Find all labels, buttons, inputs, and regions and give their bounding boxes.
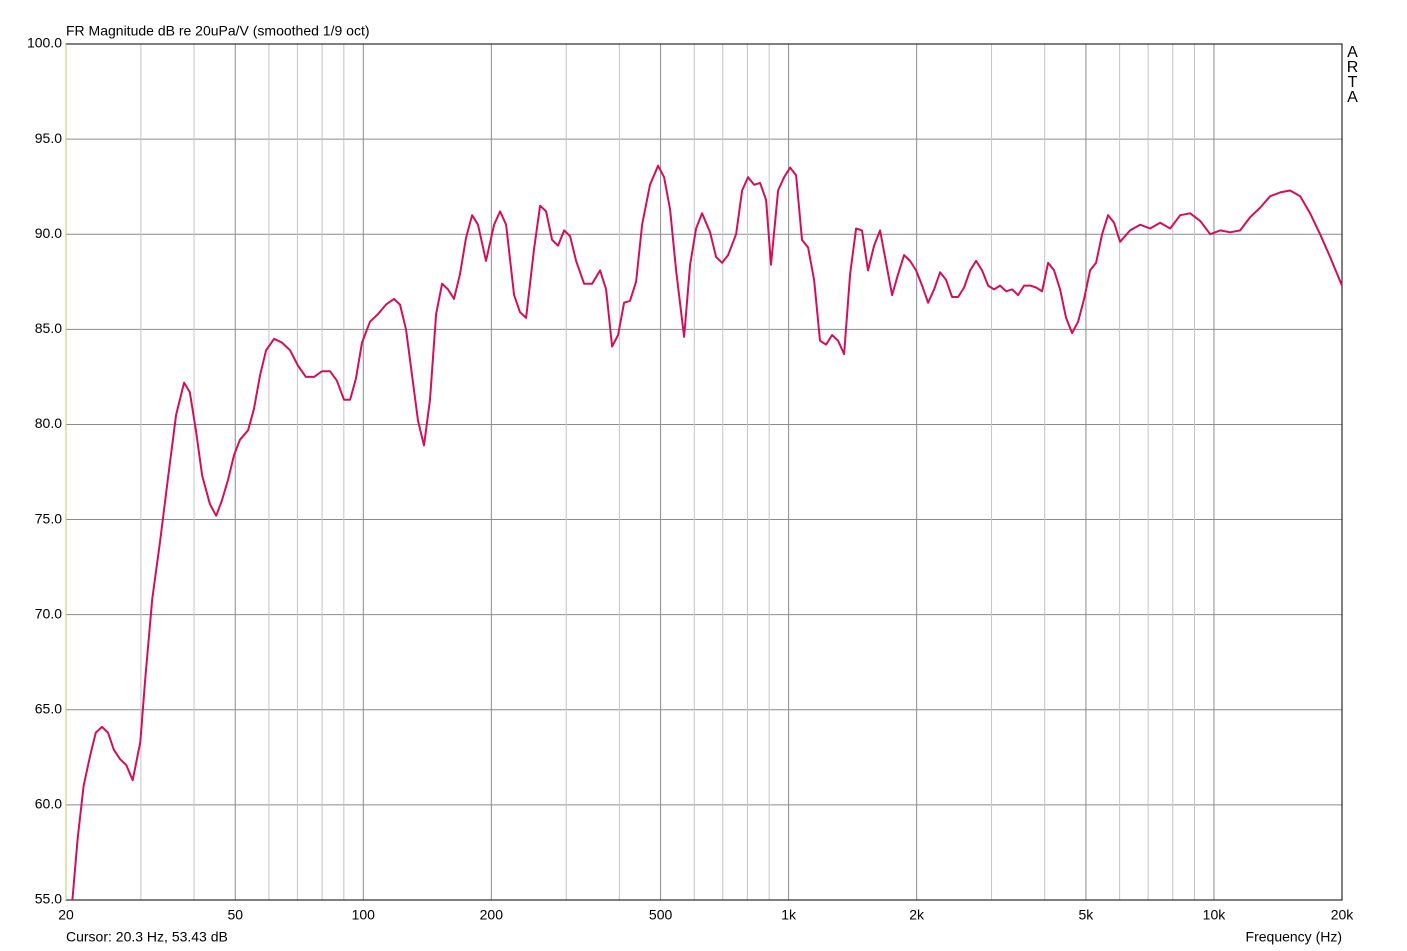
y-tick-label: 95.0 [35,130,62,146]
y-tick-label: 60.0 [35,796,62,812]
y-tick-label: 75.0 [35,510,62,526]
y-tick-label: 85.0 [35,320,62,336]
x-tick-label: 5k [1079,907,1095,923]
y-tick-label: 90.0 [35,225,62,241]
x-tick-label: 50 [227,907,243,923]
y-tick-label: 65.0 [35,700,62,716]
plot-frame [65,43,1343,901]
grid [65,43,1343,901]
y-tick-label: 55.0 [35,891,62,907]
x-tick-label: 500 [649,907,673,923]
marks [71,164,1343,901]
chart-title: FR Magnitude dB re 20uPa/V (smoothed 1/9… [66,23,370,39]
x-tick-label: 20k [1331,907,1355,923]
x-tick-label: 20 [58,907,74,923]
x-tick-label: 200 [480,907,504,923]
y-tick-label: 70.0 [35,605,62,621]
y-tick-label: 100.0 [27,35,62,51]
y-tick-label: 80.0 [35,415,62,431]
x-tick-label: 1k [781,907,797,923]
response-line [71,164,1343,901]
watermark: ARTA [1344,44,1361,104]
cursor-status: Cursor: 20.3 Hz, 53.43 dB [66,929,228,945]
x-tick-label: 2k [909,907,925,923]
x-axis-label: Frequency (Hz) [1246,929,1342,945]
x-tick-label: 10k [1203,907,1227,923]
x-tick-label: 100 [352,907,376,923]
